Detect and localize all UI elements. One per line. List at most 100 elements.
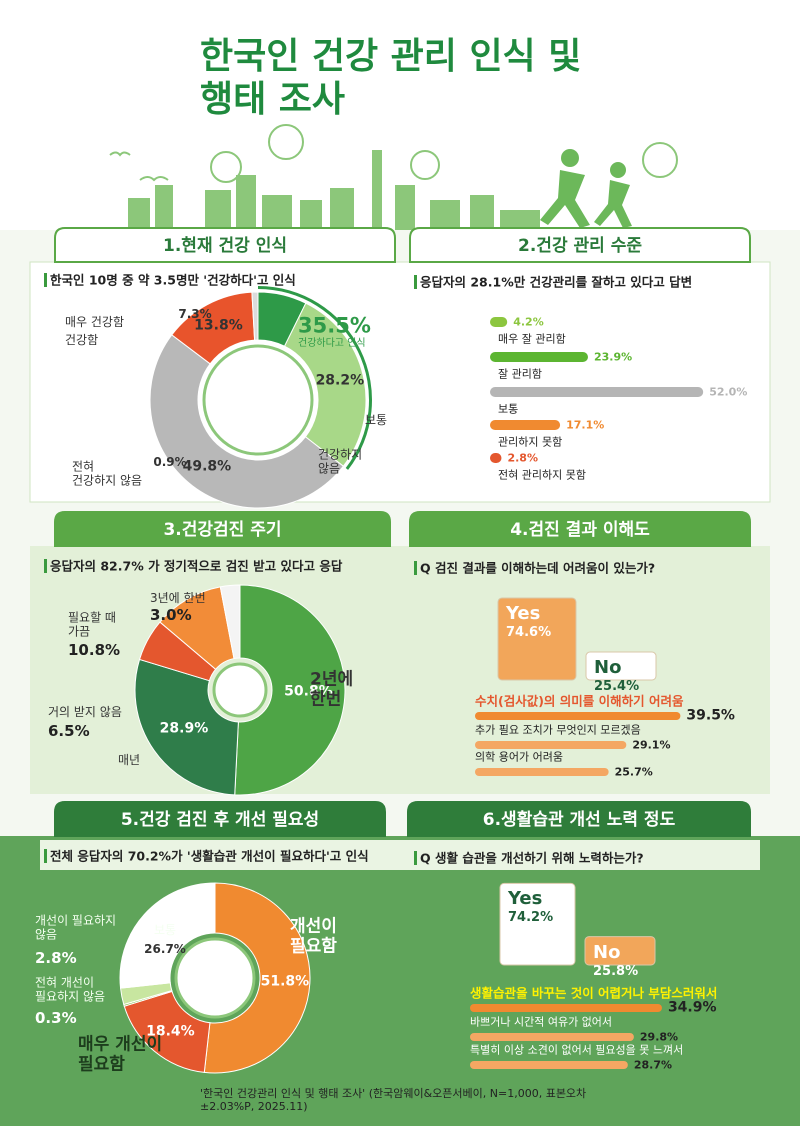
- section-tab: [409, 227, 751, 263]
- runners: [540, 149, 632, 228]
- bar: [475, 768, 609, 776]
- bar: [470, 1033, 634, 1041]
- value-label: 6.5%: [48, 722, 90, 740]
- answer-value: 25.8%: [593, 963, 639, 979]
- answer-folder: [497, 597, 577, 681]
- category-label: 개선이 필요하지 않음: [35, 913, 117, 942]
- answer-folder: [585, 651, 657, 681]
- row-3-strip: [40, 840, 760, 870]
- category-label: 특별히 이상 소견이 없어서 필요성을 못 느껴서: [470, 1043, 684, 1057]
- source-note: '한국인 건강관리 인식 및 행태 조사' (한국암웨이&오픈서베이, N=1,…: [200, 1086, 587, 1113]
- section-title: 3.건강검진 주기: [163, 519, 282, 540]
- donut-slice: [251, 291, 259, 341]
- value-label: 10.8%: [68, 641, 121, 659]
- bar: [490, 352, 588, 362]
- category-label: 보통: [153, 922, 177, 937]
- category-label: 바쁘거나 시간적 여유가 없어서: [470, 1015, 613, 1029]
- section-tab: [54, 801, 386, 837]
- bar: [470, 1004, 662, 1012]
- value-label: 51.8%: [260, 973, 310, 990]
- value-label: 34.9%: [667, 999, 717, 1016]
- section-tab: [54, 227, 396, 263]
- answer-folder: [499, 882, 576, 966]
- donut-slice: [119, 882, 216, 989]
- value-label: 26.7%: [144, 941, 186, 956]
- subtitle-marker: [44, 559, 47, 573]
- value-label: 29.8%: [639, 1030, 679, 1044]
- bar: [490, 317, 508, 327]
- section-title: 1.현재 건강 인식: [163, 235, 287, 256]
- skyline: [128, 150, 540, 230]
- section-title: 6.생활습관 개선 노력 정도: [482, 809, 676, 830]
- bar: [475, 712, 681, 720]
- subtitle: Q 검진 결과를 이해하는데 어려움이 있는가?: [420, 560, 656, 576]
- value-label: 29.1%: [632, 738, 671, 752]
- value-label: 0.9%: [153, 454, 187, 469]
- value-label: 28.2%: [315, 372, 365, 389]
- donut-slice: [134, 658, 239, 796]
- section-title: 2.건강 관리 수준: [518, 235, 642, 256]
- bar: [470, 1061, 628, 1069]
- value-label: 17.1%: [566, 418, 605, 432]
- answer-value: 74.2%: [508, 910, 554, 926]
- category-label: 보통: [498, 402, 519, 416]
- value-label: 23.9%: [593, 350, 633, 364]
- section-title: 5.건강 검진 후 개선 필요성: [120, 809, 320, 830]
- category-label: 전혀 건강하지 않음: [72, 459, 143, 488]
- bar: [490, 387, 704, 397]
- value-label: 4.2%: [513, 315, 544, 329]
- category-label: 개선이 필요함: [290, 916, 337, 957]
- donut-center: [212, 662, 268, 718]
- answer-label: Yes: [508, 888, 543, 910]
- answer-value: 25.4%: [594, 679, 640, 695]
- category-label: 수치(검사값)의 의미를 이해하기 어려움: [475, 693, 684, 709]
- answer-folder: [584, 936, 656, 966]
- value-label: 28.9%: [159, 720, 209, 737]
- category-label: 매년: [118, 752, 141, 767]
- subtitle: 응답자의 82.7% 가 정기적으로 검진 받고 있다고 응답: [50, 558, 343, 574]
- subtitle: 전체 응답자의 70.2%가 '생활습관 개선이 필요하다'고 인식: [50, 848, 369, 864]
- section-tab: [407, 801, 751, 837]
- section-tab: [54, 511, 391, 547]
- subtitle: 한국인 10명 중 약 3.5명만 '건강하다'고 인식: [50, 272, 296, 288]
- subtitle: 응답자의 28.1%만 건강관리를 잘하고 있다고 답변: [420, 274, 693, 290]
- bar: [490, 453, 502, 463]
- subtitle-marker: [414, 851, 417, 865]
- value-label: 7.3%: [178, 306, 212, 321]
- category-label: 건강하지 않음: [318, 447, 363, 476]
- value-label: 2.8%: [35, 949, 77, 967]
- subtitle-marker: [414, 561, 417, 575]
- donut-center: [202, 344, 314, 456]
- summary-value: 35.5%: [298, 313, 371, 338]
- answer-value: 74.6%: [506, 625, 552, 641]
- subtitle-marker: [414, 275, 417, 289]
- value-label: 13.8%: [194, 317, 243, 334]
- category-label: 3년에 한번: [150, 590, 206, 605]
- category-label: 생활습관을 바꾸는 것이 어렵거나 부담스러워서: [470, 985, 718, 1001]
- value-label: 39.5%: [686, 707, 735, 724]
- category-label: 전혀 개선이 필요하지 않음: [35, 975, 106, 1004]
- answer-label: No: [593, 941, 621, 963]
- value-label: 25.7%: [614, 765, 653, 779]
- category-label: 건강함: [65, 332, 99, 347]
- category-label: 매우 건강함: [65, 314, 125, 329]
- value-label: 18.4%: [146, 1023, 195, 1040]
- value-label: 2.8%: [507, 451, 538, 465]
- donut-center: [174, 937, 256, 1019]
- subtitle-marker: [44, 273, 47, 287]
- section-tab: [409, 511, 751, 547]
- value-label: 28.7%: [633, 1058, 673, 1072]
- category-label: 추가 필요 조치가 무엇인지 모르겠음: [475, 723, 641, 737]
- category-label: 관리하지 못함: [498, 435, 563, 449]
- answer-label: Yes: [506, 603, 541, 625]
- answer-label: No: [594, 657, 622, 679]
- icons: [109, 124, 678, 183]
- category-label: 보통: [365, 412, 388, 427]
- donut-slice: [234, 584, 346, 796]
- donut-slice: [219, 584, 241, 660]
- value-label: 50.8%: [284, 683, 333, 700]
- subtitle: Q 생활 습관을 개선하기 위해 노력하는가?: [420, 850, 644, 866]
